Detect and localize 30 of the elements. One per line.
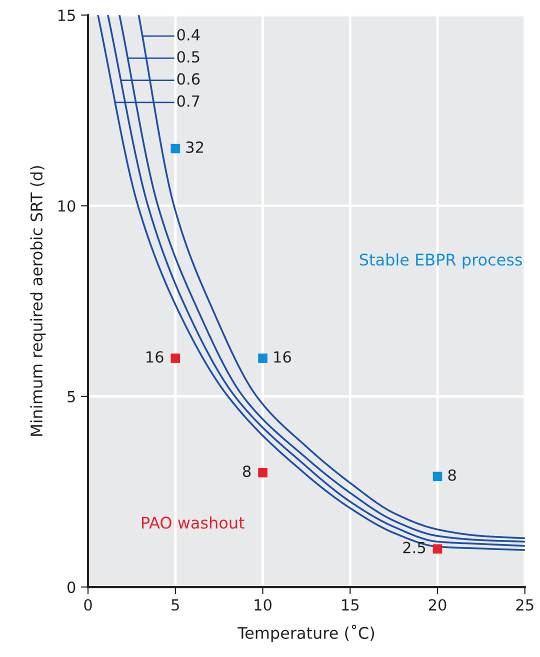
x-tick-label: 15	[342, 599, 359, 611]
point	[432, 544, 442, 554]
annotation: PAO washout	[142, 516, 244, 529]
legend-label: 0.4	[177, 28, 200, 41]
y-tick-label: 5	[68, 391, 75, 402]
point	[170, 354, 180, 363]
annotation: 32	[186, 141, 204, 153]
x-axis-title: Temperature (˚C)	[237, 624, 374, 642]
x-tick-label: 20	[428, 599, 446, 611]
annotation: 2.5	[403, 542, 426, 554]
x-tick-label: 0	[84, 599, 92, 611]
x-tick-label: 5	[172, 599, 179, 611]
annotation: 16	[146, 351, 164, 363]
x-tick-label: 25	[516, 599, 534, 611]
point	[258, 468, 268, 478]
legend-label: 0.7	[177, 95, 200, 107]
y-axis-title: Minimum required aerobic SRT (d)	[30, 166, 46, 436]
legend-label: 0.6	[177, 73, 200, 85]
legend-label: 0.5	[177, 51, 200, 63]
annotation: 16	[274, 351, 291, 363]
annotation: 8	[242, 466, 251, 478]
y-tick-label: 15	[58, 10, 75, 22]
annotation: 8	[448, 469, 456, 481]
point	[258, 354, 268, 363]
y-tick-label: 0	[68, 581, 76, 594]
x-tick-label: 10	[254, 599, 272, 611]
annotation: Stable EBPR process	[360, 253, 522, 269]
y-tick-label: 10	[58, 200, 76, 212]
point	[170, 144, 180, 154]
point	[432, 472, 442, 482]
